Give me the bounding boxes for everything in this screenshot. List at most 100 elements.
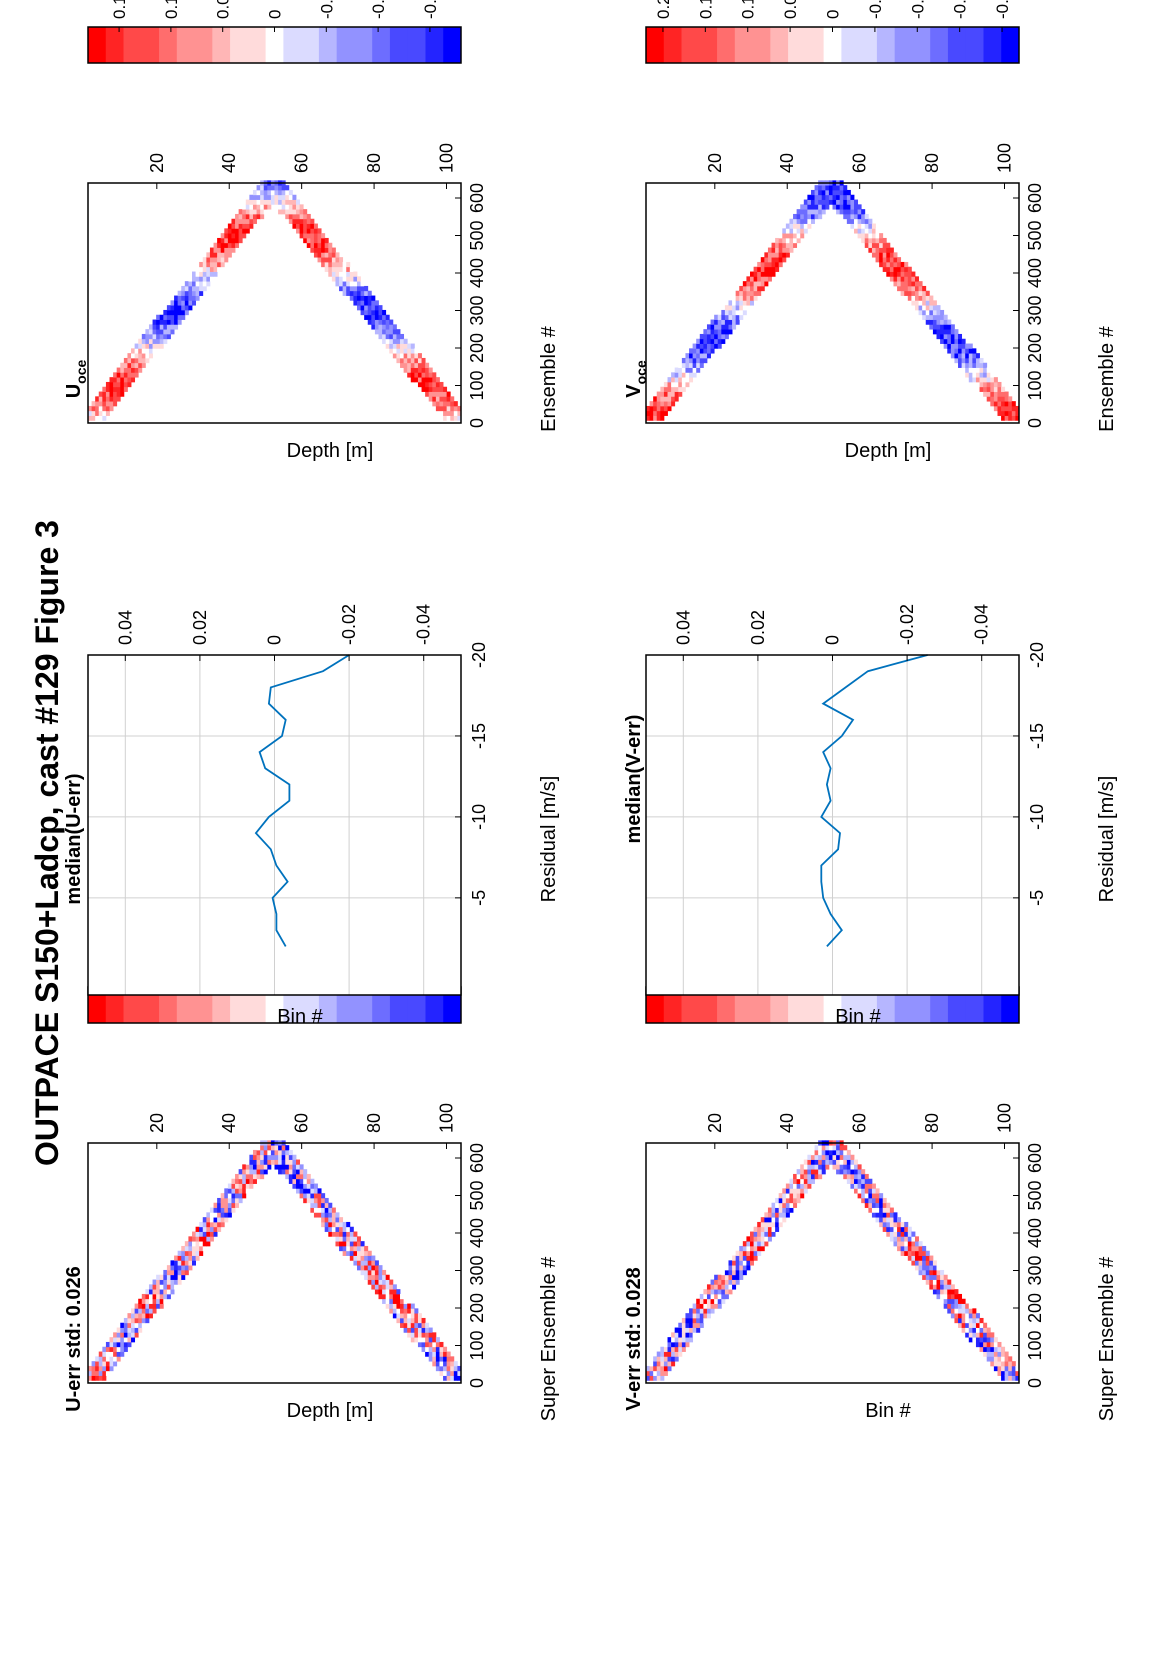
uerr-cell [364,1255,369,1261]
uerr-cell [335,1236,340,1242]
uoce-cell [123,377,128,383]
verr-cell [699,1293,704,1300]
voce-cell [1004,396,1009,402]
uerr-cell [235,1197,240,1204]
voce-cell [918,305,923,311]
uoce-cell [367,295,372,301]
uerr-cell [439,1361,444,1367]
uoce-cell [91,415,96,421]
uoce-cell [421,381,426,388]
voce-cell [850,218,855,224]
uoce-cell [367,314,372,320]
medv-bin-tick-label: -20 [1027,642,1047,668]
voce-cell [1001,386,1006,392]
uoce-colorbar-swatch [318,27,338,63]
uerr-colorbar-swatch [389,987,409,1023]
voce-cell [793,218,798,224]
voce-axes-box [645,182,1020,424]
verr-cell [825,1159,830,1165]
voce-cell [818,189,823,196]
uoce-colorbar-swatch [265,27,284,63]
voce-cell [753,295,758,301]
verr-cell [703,1289,708,1295]
uoce-cell [317,242,322,248]
uoce-cell [116,377,121,383]
verr-cell [667,1356,672,1362]
voce-cell [958,348,963,354]
voce-cell [821,185,826,191]
verr-cell [656,1370,661,1376]
voce-cell [746,305,751,311]
voce-cell [818,204,823,210]
voce-cell [961,367,966,373]
voce-cell [760,257,765,263]
verr-cell [742,1245,747,1252]
uoce-cell [281,189,286,196]
uerr-cell [285,1145,290,1151]
verr-cell [671,1356,676,1362]
uerr-cell [428,1337,433,1343]
voce-cell [646,415,650,421]
verr-cell [882,1202,887,1208]
uoce-cell [371,319,376,325]
verr-cell [706,1313,711,1319]
uoce-cell [403,362,408,368]
uerr-cell [245,1169,250,1175]
verr-cell [714,1298,719,1304]
voce-cell [1011,401,1016,407]
verr-cell [757,1231,762,1237]
verr-cell [882,1207,887,1213]
uoce-cell [181,295,186,301]
uoce-cell [446,391,451,397]
uoce-colorbar-tick-label: -0.1 [369,0,388,19]
uerr-cell [346,1226,351,1232]
voce-colorbar-swatch [859,27,878,63]
uerr-cell [353,1260,358,1266]
uerr-cell [356,1255,361,1261]
uerr-cell [425,1351,430,1357]
uoce-cell [374,314,379,320]
verr-cell [814,1159,819,1165]
uerr-cell [113,1361,118,1367]
uoce-cell [116,372,121,378]
uerr-cell [238,1183,243,1189]
voce-cell [782,233,787,239]
voce-cell [839,199,844,205]
voce-cell [753,290,758,296]
voce-cell [667,405,672,412]
voce-cell [663,386,668,392]
uerr-cell [91,1375,96,1381]
uoce-cell [238,237,243,244]
voce-cell [943,314,948,320]
verr-cell [889,1226,894,1232]
voce-colorbar-tick-label: -0.1 [908,0,927,19]
uerr-cell [421,1322,426,1328]
voce-cell [660,386,665,392]
voce-cell [685,357,690,364]
uerr-cell [263,1164,268,1170]
voce-cell [810,194,815,200]
verr-cell [897,1221,902,1228]
uerr-cell [339,1236,344,1242]
verr-cell [789,1197,794,1204]
verr-cell [674,1356,679,1362]
uerr-colorbar-swatch [123,987,142,1023]
uoce-cell [349,290,354,296]
voce-cell [753,281,758,287]
uoce-cell [213,266,218,272]
uoce-cell [396,357,401,364]
medu-residual-tick-label: -0.04 [414,604,434,645]
voce-cell [724,309,729,316]
verr-cell [954,1317,959,1324]
voce-cell [689,367,694,373]
uoce-cell [410,348,415,354]
uerr-cell [278,1145,283,1151]
verr-cell [932,1274,937,1280]
verr-cell [782,1212,787,1218]
verr-cell [825,1164,830,1170]
verr-cell [918,1245,923,1252]
verr-cell [796,1178,801,1184]
uoce-cell [138,357,143,364]
voce-cell [983,362,988,368]
voce-cell [674,381,679,388]
